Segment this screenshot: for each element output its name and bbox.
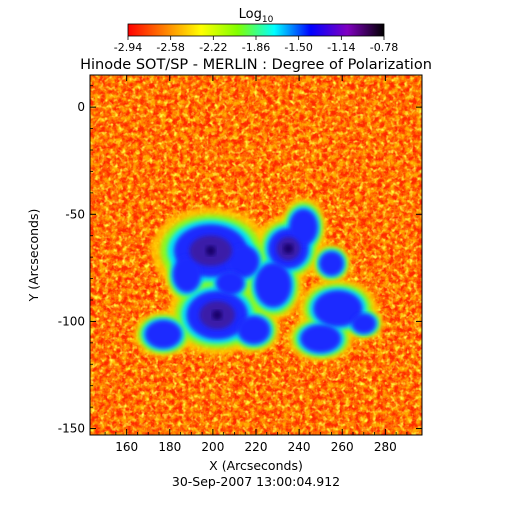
region-contour (254, 262, 292, 308)
x-tick-label: 180 (158, 440, 181, 454)
feature-concentration-c (212, 310, 223, 320)
x-tick-label: 200 (201, 440, 224, 454)
colorbar (127, 23, 385, 37)
x-axis: 160 180 200 220 240 260 280 (104, 75, 408, 454)
y-tick-label: -100 (58, 314, 85, 328)
colorbar-tick-label: -1.14 (327, 41, 355, 54)
y-tick-label: -150 (58, 422, 85, 436)
region-contour (300, 324, 342, 353)
x-tick-label: 220 (245, 440, 268, 454)
feature-concentration-a (205, 245, 216, 256)
polarized-region (133, 197, 384, 362)
x-tick-label: 280 (374, 440, 397, 454)
region-contour (144, 320, 182, 349)
y-axis-label: Y (Arcseconds) (26, 209, 41, 303)
chart-title: Hinode SOT/SP - MERLIN : Degree of Polar… (80, 57, 432, 73)
colorbar-tick-label: -2.58 (156, 41, 184, 54)
colorbar-tick-label: -0.78 (370, 41, 398, 54)
x-tick-label: 160 (115, 440, 138, 454)
x-tick-label: 240 (288, 440, 311, 454)
region-contour (289, 208, 318, 246)
y-tick-label: -50 (65, 207, 85, 221)
x-tick-label: 260 (331, 440, 354, 454)
colorbar-ticks: -2.94 -2.58 -2.22 -1.86 -1.50 -1.14 -0.78 (114, 36, 398, 54)
region-contour (313, 290, 363, 327)
x-axis-label: X (Arcseconds) (209, 458, 303, 473)
region-contour (237, 315, 271, 345)
region-contour (351, 313, 377, 334)
colorbar-tick-label: -2.22 (199, 41, 227, 54)
region-contour (215, 270, 245, 296)
timestamp: 30-Sep-2007 13:00:04.912 (172, 474, 340, 489)
feature-concentration-b (283, 243, 294, 254)
heatmap-image (90, 75, 422, 435)
colorbar-tick-label: -2.94 (114, 41, 142, 54)
colorbar-label: Log10 (239, 7, 274, 25)
y-tick-label: 0 (77, 100, 85, 114)
colorbar-tick-label: -1.50 (284, 41, 312, 54)
colorbar-tick-label: -1.86 (242, 41, 270, 54)
region-contour (319, 251, 344, 276)
y-axis: 0 -50 -100 -150 (58, 85, 422, 436)
region-contour (172, 255, 202, 293)
region-contour (226, 245, 260, 278)
